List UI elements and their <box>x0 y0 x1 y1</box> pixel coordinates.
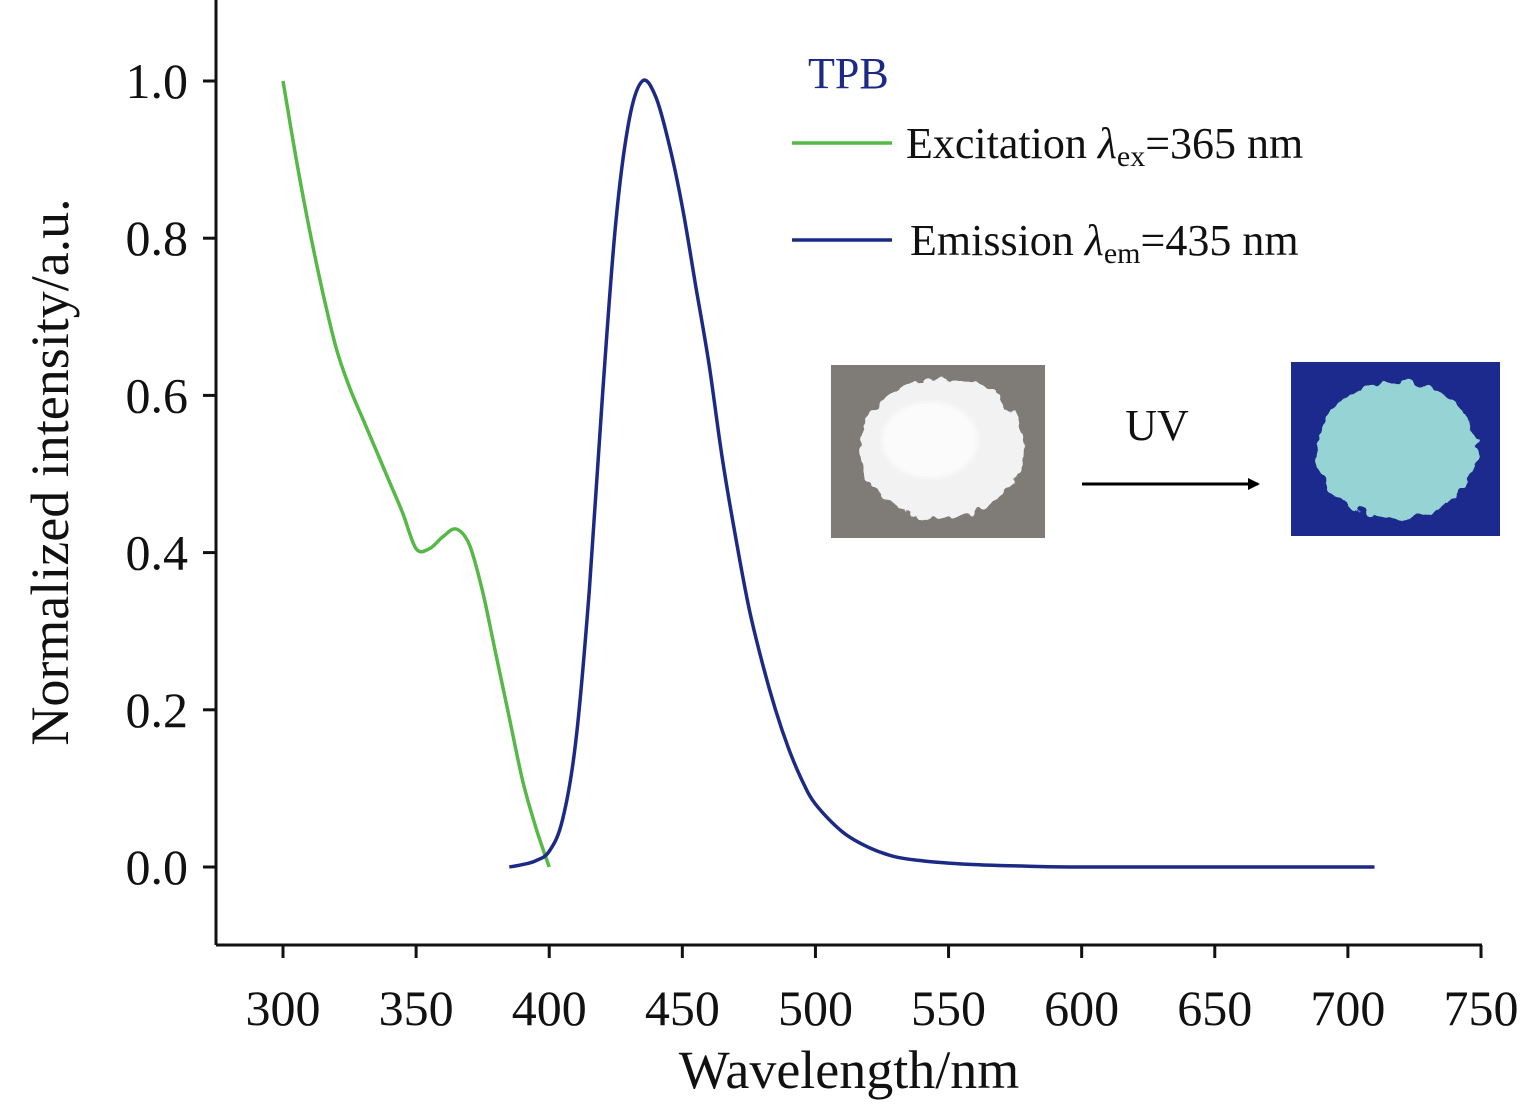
white-powder-photo <box>831 365 1045 538</box>
y-axis-ticks: 0.0 0.2 0.4 0.6 0.8 1.0 <box>126 53 216 895</box>
y-tick-label: 0.8 <box>126 210 189 266</box>
x-tick-label: 550 <box>911 980 986 1036</box>
y-tick-label: 0.2 <box>126 682 189 738</box>
legend-label-excitation: Excitation λex=365 nm <box>906 119 1303 173</box>
y-tick-label: 1.0 <box>126 53 189 109</box>
legend-label-emission: Emission λem=435 nm <box>910 216 1299 270</box>
x-tick-label: 450 <box>645 980 720 1036</box>
x-tick-label: 400 <box>512 980 587 1036</box>
x-tick-label: 600 <box>1044 980 1119 1036</box>
legend: TPB Excitation λex=365 nm Emission λem=4… <box>792 49 1303 270</box>
y-tick-label: 0.6 <box>126 367 189 423</box>
y-tick-label: 0.0 <box>126 839 189 895</box>
fluorescent-powder-photo <box>1291 362 1500 536</box>
y-tick-label: 0.4 <box>126 525 189 581</box>
x-axis-ticks: 300 350 400 450 500 550 600 650 700 750 <box>246 945 1519 1036</box>
x-tick-label: 300 <box>246 980 321 1036</box>
y-axis-title: Normalized intensity/a.u. <box>20 198 80 745</box>
x-tick-label: 350 <box>379 980 454 1036</box>
x-tick-label: 650 <box>1177 980 1252 1036</box>
uv-label: UV <box>1125 401 1189 450</box>
x-axis-title: Wavelength/nm <box>679 1040 1020 1100</box>
emission-series-line <box>508 78 1375 869</box>
x-tick-label: 500 <box>778 980 853 1036</box>
legend-title: TPB <box>808 49 889 98</box>
x-tick-label: 700 <box>1310 980 1385 1036</box>
x-tick-label: 750 <box>1444 980 1519 1036</box>
excitation-series-line <box>281 80 551 868</box>
